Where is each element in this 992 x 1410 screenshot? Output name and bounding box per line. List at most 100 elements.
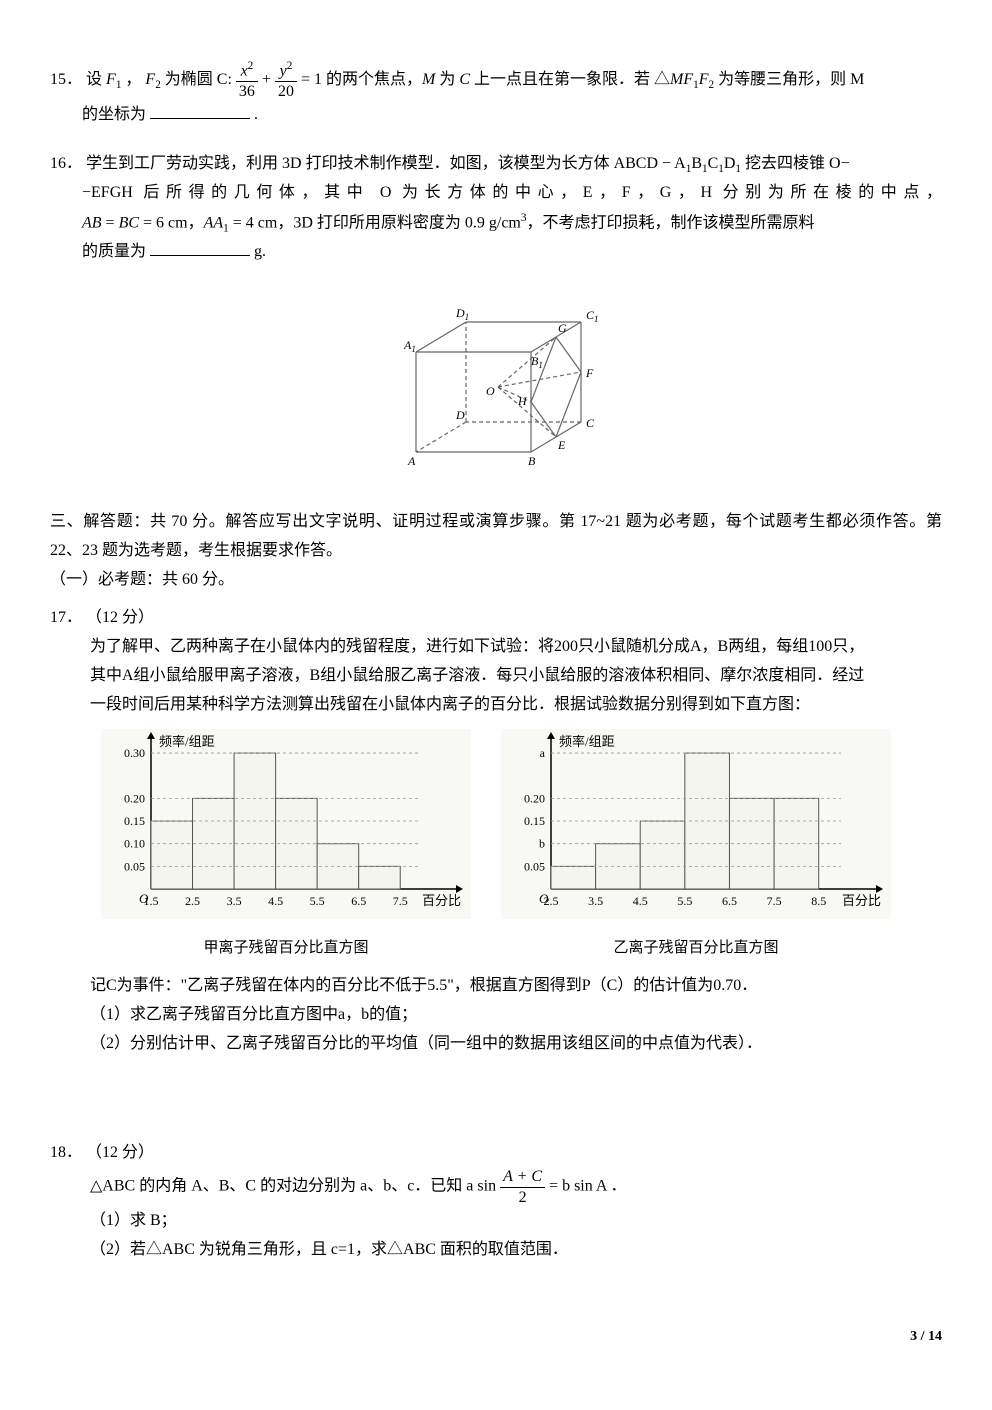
cuboid-figure: A B C D A1 B1 C1 D1 E F G H O: [50, 287, 942, 478]
label-C1: C1: [586, 308, 599, 324]
svg-text:b: b: [539, 837, 545, 851]
label-H: H: [517, 394, 528, 408]
svg-text:0.15: 0.15: [524, 815, 545, 829]
q18-number: 18．: [50, 1144, 82, 1161]
svg-text:0.20: 0.20: [124, 792, 145, 806]
svg-text:百分比: 百分比: [422, 893, 461, 908]
svg-text:频率/组距: 频率/组距: [159, 734, 215, 749]
q15-frac1: x2 36: [236, 60, 258, 101]
svg-text:0.15: 0.15: [124, 815, 145, 829]
label-A1: A1: [403, 338, 416, 354]
q18-frac: A + C 2: [500, 1167, 545, 1206]
svg-text:O: O: [139, 891, 149, 906]
q16-line3: AB = BC = 6 cm，AA1 = 4 cm，3D 打印所用原料密度为 0…: [82, 208, 942, 239]
q17-number: 17．: [50, 609, 82, 626]
q15-line2-container: 的坐标为 .: [82, 101, 942, 130]
svg-text:0.10: 0.10: [124, 837, 145, 851]
svg-text:6.5: 6.5: [722, 894, 737, 908]
q16-number: 16．: [50, 155, 82, 172]
q16-line2: −EFGH 后所得的几何体，其中 O 为长方体的中心，E，F，G，H 分别为所在…: [82, 179, 942, 208]
cuboid-svg: A B C D A1 B1 C1 D1 E F G H O: [386, 287, 606, 467]
label-E: E: [557, 438, 566, 452]
label-B: B: [528, 454, 536, 467]
q16-line1a: 学生到工厂劳动实践，利用 3D 打印技术制作模型．如图，该模型为长方体 ABCD…: [86, 155, 686, 172]
svg-text:3.5: 3.5: [588, 894, 603, 908]
q17-line4: 记C为事件："乙离子残留在体内的百分比不低于5.5"，根据直方图得到P（C）的估…: [90, 972, 942, 1001]
svg-text:0.20: 0.20: [524, 792, 545, 806]
chart2-caption: 乙离子残留百分比直方图: [501, 935, 891, 962]
label-O: O: [486, 384, 495, 398]
svg-text:6.5: 6.5: [351, 894, 366, 908]
svg-text:5.5: 5.5: [677, 894, 692, 908]
q15-comma: ，: [125, 71, 141, 88]
q15-frac2: y2 20: [275, 60, 297, 101]
edge-EF: [556, 372, 581, 437]
q17-line2: 其中A组小鼠给服甲离子溶液，B组小鼠给服乙离子溶液．每只小鼠给服的溶液体积相同、…: [90, 662, 942, 691]
svg-text:3.5: 3.5: [227, 894, 242, 908]
edge-GH: [531, 337, 556, 402]
q17-sub1: （1）求乙离子残留百分比直方图中a，b的值；: [90, 1001, 942, 1030]
question-18: 18． （12 分） △ABC 的内角 A、B、C 的对边分别为 a、b、c．已…: [50, 1139, 942, 1265]
edge-OE: [498, 387, 556, 437]
label-G: G: [558, 321, 567, 335]
q18-line1: △ABC 的内角 A、B、C 的对边分别为 a、b、c．已知 a sin A +…: [90, 1167, 942, 1206]
svg-text:百分比: 百分比: [842, 893, 881, 908]
q17-points: （12 分）: [86, 609, 154, 626]
q15-F2: F: [145, 71, 155, 88]
q15-text1: 为椭圆 C:: [165, 71, 236, 88]
section3-heading: 三、解答题：共 70 分。解答应写出文字说明、证明过程或演算步骤。第 17~21…: [50, 508, 942, 594]
q15-line2: 的坐标为: [82, 106, 146, 123]
question-16: 16． 学生到工厂劳动实践，利用 3D 打印技术制作模型．如图，该模型为长方体 …: [50, 150, 942, 268]
q18-points: （12 分）: [86, 1144, 154, 1161]
q15-blank: [150, 102, 250, 119]
svg-text:0.05: 0.05: [524, 860, 545, 874]
edge-HE: [531, 402, 556, 437]
q15-F1-sub: 1: [116, 79, 122, 91]
label-F: F: [585, 366, 594, 380]
label-B1: B1: [531, 354, 543, 370]
svg-text:0.30: 0.30: [124, 747, 145, 761]
q17-body: 为了解甲、乙两种离子在小鼠体内的残留程度，进行如下试验：将200只小鼠随机分成A…: [90, 633, 942, 719]
q16-unit: g.: [254, 243, 266, 260]
q17-after: 记C为事件："乙离子残留在体内的百分比不低于5.5"，根据直方图得到P（C）的估…: [90, 972, 942, 1058]
edge-OG: [498, 337, 556, 387]
q16-line4: 的质量为: [82, 243, 146, 260]
question-17: 17． （12 分） 为了解甲、乙两种离子在小鼠体内的残留程度，进行如下试验：将…: [50, 604, 942, 1058]
chart1-caption: 甲离子残留百分比直方图: [101, 935, 471, 962]
label-D: D: [455, 408, 465, 422]
q15-number: 15．: [50, 71, 82, 88]
label-C: C: [586, 416, 595, 430]
q17-sub2: （2）分别估计甲、乙离子残留百分比的平均值（同一组中的数据用该组区间的中点值为代…: [90, 1030, 942, 1059]
charts-row: 0.050.100.150.200.301.52.53.54.55.56.57.…: [50, 729, 942, 962]
chart2-wrapper: 0.05b0.150.20a2.53.54.55.56.57.58.5O频率/组…: [501, 729, 891, 962]
q15-text2: = 1 的两个焦点，M 为 C 上一点且在第一象限．若 △MF1F2 为等腰三角…: [301, 71, 864, 88]
page-number: 3 / 14: [50, 1324, 942, 1349]
q15-F1: F: [106, 71, 116, 88]
section3-main: 三、解答题：共 70 分。解答应写出文字说明、证明过程或演算步骤。第 17~21…: [50, 508, 942, 566]
svg-text:8.5: 8.5: [811, 894, 826, 908]
q15-F2-sub: 2: [155, 79, 161, 91]
section3-sub1: （一）必考题：共 60 分。: [50, 566, 942, 595]
edge-OF: [498, 372, 581, 387]
edge-FG: [556, 337, 581, 372]
q15-text-before: 设: [86, 71, 106, 88]
svg-text:7.5: 7.5: [767, 894, 782, 908]
q18-body: △ABC 的内角 A、B、C 的对边分别为 a、b、c．已知 a sin A +…: [90, 1167, 942, 1264]
svg-text:4.5: 4.5: [268, 894, 283, 908]
q18-sub1: （1）求 B；: [90, 1207, 942, 1236]
svg-text:0.05: 0.05: [124, 860, 145, 874]
edge-D1A1: [416, 322, 466, 352]
svg-text:2.5: 2.5: [185, 894, 200, 908]
chart1-svg: 0.050.100.150.200.301.52.53.54.55.56.57.…: [101, 729, 471, 919]
svg-text:7.5: 7.5: [393, 894, 408, 908]
svg-text:5.5: 5.5: [310, 894, 325, 908]
chart2-svg: 0.05b0.150.20a2.53.54.55.56.57.58.5O频率/组…: [501, 729, 891, 919]
svg-text:O: O: [539, 891, 549, 906]
edge-DA: [416, 422, 466, 452]
q15-plus: +: [262, 71, 275, 88]
q17-line1: 为了解甲、乙两种离子在小鼠体内的残留程度，进行如下试验：将200只小鼠随机分成A…: [90, 633, 942, 662]
label-A: A: [407, 454, 416, 467]
q15-period: .: [254, 106, 258, 123]
q16-blank: [150, 239, 250, 256]
svg-text:a: a: [540, 747, 546, 761]
